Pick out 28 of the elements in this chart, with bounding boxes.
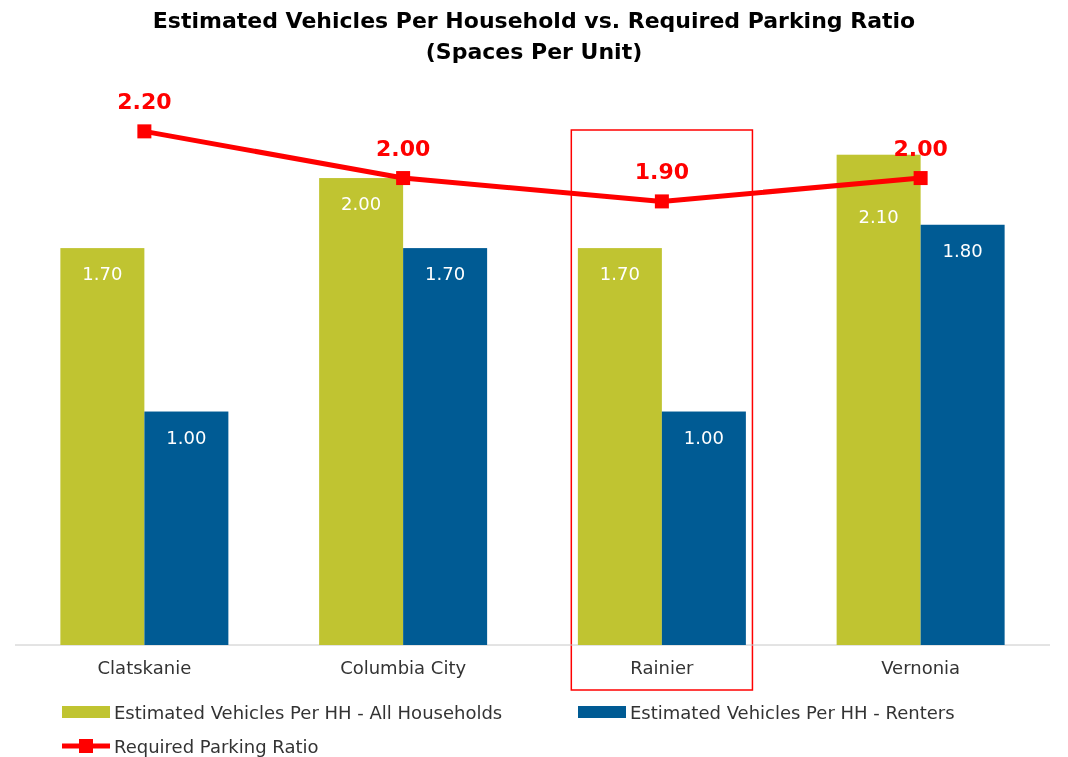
bar: [661, 411, 746, 645]
bar: [577, 248, 662, 645]
legend-label: Estimated Vehicles Per HH - All Households: [114, 702, 503, 723]
bar: [60, 248, 145, 645]
data-label: 1.70: [425, 263, 466, 285]
bar: [319, 178, 404, 645]
chart-title: Estimated Vehicles Per Household vs. Required Parking Ratio (Spaces Per Unit): [152, 8, 916, 64]
x-tick-label: Rainier: [630, 657, 694, 678]
bar: [403, 248, 488, 645]
bar: [920, 224, 1005, 645]
legend-label: Required Parking Ratio: [114, 736, 319, 757]
data-label: 1.80: [942, 239, 983, 261]
data-label: 2.00: [341, 193, 382, 215]
legend-label: Estimated Vehicles Per HH - Renters: [630, 702, 955, 723]
bar: [836, 154, 921, 645]
data-label: 1.70: [82, 263, 123, 285]
data-label: 1.00: [166, 426, 207, 448]
x-tick-label: Columbia City: [340, 657, 467, 678]
data-label: 2.00: [893, 136, 948, 162]
x-tick-label: Clatskanie: [97, 657, 192, 678]
data-label: 2.10: [858, 206, 899, 228]
x-tick-label: Vernonia: [881, 657, 961, 678]
data-label: 1.70: [599, 263, 640, 285]
data-label: 1.00: [683, 426, 724, 448]
bar: [144, 411, 229, 645]
data-label: 2.00: [375, 136, 431, 162]
data-label: 1.90: [634, 159, 690, 185]
data-label: 2.20: [117, 89, 172, 115]
